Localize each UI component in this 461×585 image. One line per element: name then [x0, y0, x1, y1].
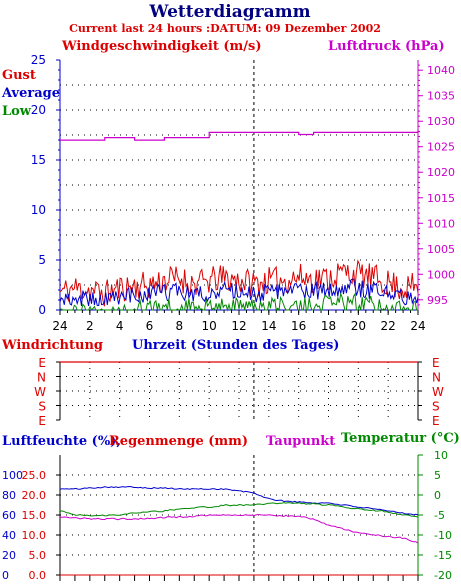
time-tick-label: 12 — [231, 319, 246, 333]
pressure-series — [60, 129, 419, 141]
direction-tick-label-right: E — [432, 414, 440, 428]
humidity-tick-label: 60 — [2, 509, 16, 522]
temperature-label: Temperatur (°C) — [341, 431, 460, 446]
pressure-tick-label: 1015 — [427, 192, 455, 205]
wind-direction-label: Windrichtung — [1, 338, 103, 353]
temperature-tick-label: -5 — [434, 509, 445, 522]
pressure-axis-label: Luftdruck (hPa) — [328, 39, 445, 54]
dewpoint-label: Taupunkt — [266, 434, 335, 449]
wind-series-average — [59, 278, 419, 307]
pressure-tick-label: 1005 — [427, 243, 455, 256]
pressure-tick-label: 1030 — [427, 115, 455, 128]
temperature-tick-label: 5 — [434, 469, 441, 482]
legend-gust: Gust — [2, 68, 36, 83]
rain-tick-label: 5.0 — [29, 549, 47, 562]
time-tick-label: 24 — [52, 319, 67, 333]
time-tick-label: 14 — [261, 319, 276, 333]
time-tick-label: 10 — [202, 319, 217, 333]
rain-tick-label: 15.0 — [22, 509, 47, 522]
lower-series-taupunkt — [59, 514, 419, 544]
humidity-tick-label: 40 — [2, 529, 16, 542]
temperature-tick-label: 0 — [434, 489, 441, 502]
direction-tick-label-right: E — [432, 356, 440, 370]
wind-series-low — [59, 292, 418, 312]
pressure-tick-label: 995 — [427, 294, 448, 307]
direction-tick-label-right: N — [432, 371, 441, 385]
wind-speed-tick-label: 20 — [31, 103, 46, 117]
legend-average: Average — [1, 86, 60, 101]
legend-low: Low — [2, 104, 32, 119]
time-tick-label: 16 — [291, 319, 306, 333]
direction-tick-label-left: S — [38, 400, 46, 414]
humidity-tick-label: 100 — [2, 469, 23, 482]
wind-speed-tick-label: 0 — [38, 303, 46, 317]
direction-tick-label-left: E — [38, 414, 46, 428]
rain-tick-label: 0.0 — [29, 569, 47, 582]
time-tick-label: 18 — [321, 319, 336, 333]
pressure-tick-label: 1035 — [427, 90, 455, 103]
wind-speed-tick-label: 15 — [31, 153, 46, 167]
humidity-tick-label: 80 — [2, 489, 16, 502]
time-tick-label: 24 — [410, 319, 425, 333]
wind-speed-tick-label: 25 — [31, 53, 46, 67]
humidity-label: Luftfeuchte (%), — [2, 434, 121, 449]
time-tick-label: 6 — [146, 319, 154, 333]
wind-speed-axis-label: Windgeschwindigkeit (m/s) — [61, 39, 261, 54]
time-tick-label: 4 — [116, 319, 124, 333]
time-tick-label: 22 — [381, 319, 396, 333]
lower-series-temperatur — [59, 502, 419, 518]
pressure-tick-label: 1020 — [427, 166, 455, 179]
rain-tick-label: 10.0 — [22, 529, 47, 542]
diagram-subtitle: Current last 24 hours :DATUM: 09 Dezembe… — [69, 22, 381, 35]
temperature-tick-label: -15 — [434, 549, 452, 562]
temperature-tick-label: 10 — [434, 449, 448, 462]
wind-speed-tick-label: 10 — [31, 203, 46, 217]
diagram-title: Wetterdiagramm — [148, 2, 310, 22]
temperature-tick-label: -10 — [434, 529, 452, 542]
temperature-tick-label: -20 — [434, 569, 452, 582]
direction-tick-label-right: W — [432, 385, 444, 399]
time-tick-label: 20 — [351, 319, 366, 333]
rain-label: Regenmenge (mm) — [109, 434, 248, 449]
rain-tick-label: 20.0 — [22, 489, 47, 502]
direction-tick-label-left: N — [37, 371, 46, 385]
pressure-tick-label: 1010 — [427, 217, 455, 230]
wind-series-gust — [59, 259, 419, 307]
lower-series-luftfeuchte — [59, 485, 419, 516]
pressure-tick-label: 1025 — [427, 141, 455, 154]
direction-tick-label-right: S — [432, 400, 440, 414]
pressure-tick-label: 1000 — [427, 268, 455, 281]
wind-speed-tick-label: 5 — [38, 253, 46, 267]
time-tick-label: 2 — [86, 319, 94, 333]
direction-tick-label-left: E — [38, 356, 46, 370]
humidity-tick-label: 0 — [2, 569, 9, 582]
time-axis-label: Uhrzeit (Stunden des Tages) — [132, 338, 339, 353]
direction-tick-label-left: W — [34, 385, 46, 399]
time-tick-label: 8 — [176, 319, 184, 333]
rain-tick-label: 25.0 — [22, 469, 47, 482]
humidity-tick-label: 20 — [2, 549, 16, 562]
pressure-tick-label: 1040 — [427, 64, 455, 77]
